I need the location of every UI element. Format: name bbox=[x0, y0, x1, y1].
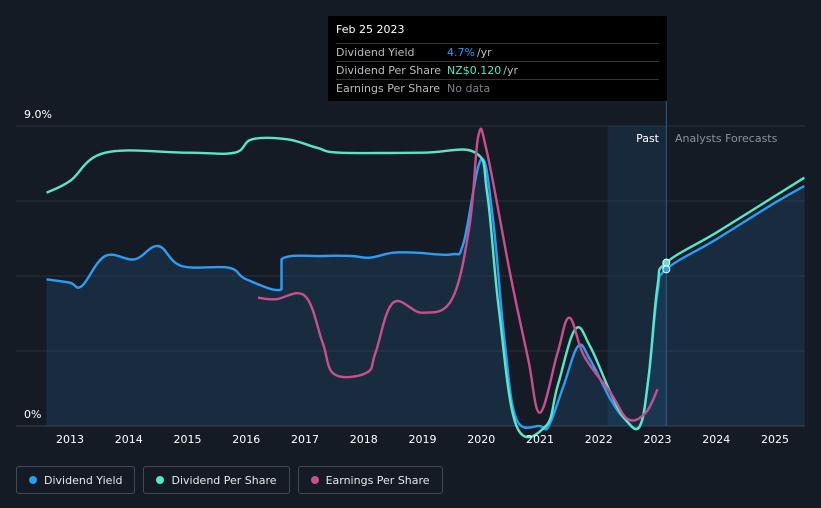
chart-legend: Dividend Yield Dividend Per Share Earnin… bbox=[16, 466, 443, 494]
x-tick-label: 2013 bbox=[56, 433, 84, 446]
tooltip-date: Feb 25 2023 bbox=[336, 23, 405, 36]
legend-dot-icon bbox=[29, 476, 37, 484]
legend-item-dividend-per-share[interactable]: Dividend Per Share bbox=[143, 466, 290, 494]
y-axis-top-label: 9.0% bbox=[24, 108, 52, 121]
tooltip-value: 4.7% bbox=[447, 46, 475, 59]
chart-areas bbox=[46, 158, 805, 430]
legend-dot-icon bbox=[310, 476, 319, 484]
x-tick-label: 2014 bbox=[115, 433, 143, 446]
past-label: Past bbox=[636, 132, 660, 145]
x-tick-label: 2020 bbox=[467, 433, 495, 446]
legend-label: Dividend Yield bbox=[44, 473, 123, 487]
analysts-forecasts-label: Analysts Forecasts bbox=[675, 132, 778, 145]
tooltip-row-dividend-yield: Dividend Yield 4.7% /yr bbox=[336, 43, 659, 61]
legend-label: Dividend Per Share bbox=[171, 473, 277, 487]
grid-lines bbox=[16, 125, 805, 427]
legend-label: Earnings Per Share bbox=[325, 473, 430, 487]
tooltip-row-earnings-per-share: Earnings Per Share No data bbox=[336, 79, 659, 97]
legend-item-dividend-yield[interactable]: Dividend Yield bbox=[16, 466, 136, 494]
x-axis-ticks: 2013 2014 2015 2016 2017 2018 2019 2020 2021 2022… bbox=[56, 433, 789, 446]
tooltip-unit: /yr bbox=[476, 46, 492, 59]
tooltip-label: Dividend Yield bbox=[336, 46, 415, 59]
tooltip-label: Dividend Per Share bbox=[336, 64, 442, 77]
tooltip-value: No data bbox=[447, 82, 491, 95]
current-value-markers bbox=[662, 258, 671, 274]
x-tick-label: 2025 bbox=[761, 433, 789, 446]
tooltip-value: NZ$0.120 bbox=[447, 64, 502, 77]
legend-item-earnings-per-share[interactable]: Earnings Per Share bbox=[297, 466, 443, 494]
x-tick-label: 2021 bbox=[526, 433, 554, 446]
x-tick-label: 2018 bbox=[350, 433, 378, 446]
legend-dot-icon bbox=[156, 476, 165, 484]
dividend-yield-marker bbox=[662, 265, 671, 274]
past-highlight-band bbox=[607, 126, 667, 426]
x-tick-label: 2017 bbox=[291, 433, 319, 446]
dividend-yield-area bbox=[46, 158, 805, 430]
tooltip-unit: /yr bbox=[503, 64, 519, 77]
y-axis-bottom-label: 0% bbox=[24, 408, 41, 421]
chart-lines bbox=[45, 127, 806, 439]
dividend-per-share-line bbox=[45, 136, 806, 439]
tooltip-row-dividend-per-share: Dividend Per Share NZ$0.120 /yr bbox=[336, 61, 659, 79]
earnings-per-share-line bbox=[257, 127, 659, 422]
x-tick-label: 2023 bbox=[644, 433, 672, 446]
x-tick-label: 2022 bbox=[585, 433, 613, 446]
x-tick-label: 2024 bbox=[702, 433, 730, 446]
x-tick-label: 2019 bbox=[409, 433, 437, 446]
tooltip-label: Earnings Per Share bbox=[336, 82, 441, 95]
dividend-per-share-marker bbox=[662, 258, 671, 267]
tooltip-panel: Feb 25 2023 Dividend Yield 4.7% /yr Divi… bbox=[328, 16, 667, 101]
x-tick-label: 2015 bbox=[174, 433, 202, 446]
x-tick-label: 2016 bbox=[232, 433, 260, 446]
